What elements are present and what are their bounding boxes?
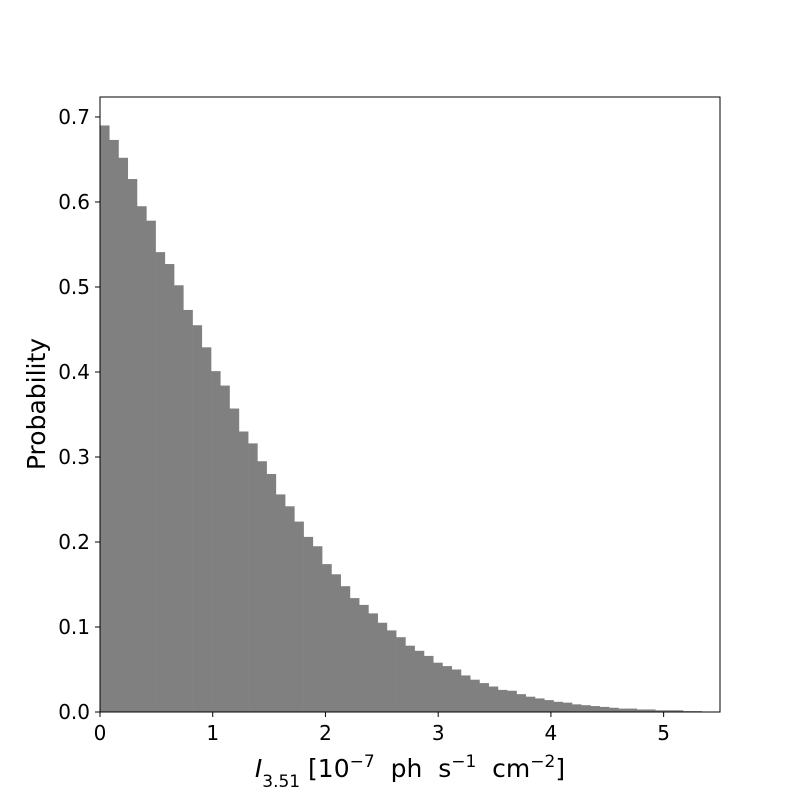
bar: [331, 574, 341, 712]
bar: [655, 710, 665, 712]
bar: [423, 655, 434, 712]
y-tick-label: 0.7: [58, 105, 90, 129]
plot-frame: [99, 96, 721, 713]
bar: [211, 371, 221, 712]
bar: [488, 686, 499, 712]
x-axis-label: I3.51 [10−7 ph s−1 cm−2]: [255, 752, 565, 792]
bar: [127, 179, 138, 713]
bar: [340, 586, 351, 712]
bar: [442, 666, 453, 712]
bar: [377, 622, 388, 712]
x-axis-label-part: I: [255, 754, 262, 783]
bar: [618, 708, 628, 712]
bar: [164, 264, 175, 712]
bar: [525, 696, 536, 712]
bar: [359, 604, 369, 712]
bar: [275, 494, 286, 712]
bar: [460, 675, 471, 712]
x-tick-label: 2: [319, 721, 332, 745]
bar: [118, 157, 129, 712]
bar: [146, 220, 156, 712]
y-tick-label: 0.2: [58, 530, 90, 554]
bar: [609, 707, 619, 712]
bar: [590, 706, 601, 712]
bar: [414, 650, 425, 712]
bar: [248, 443, 258, 712]
bar: [479, 683, 489, 712]
bar: [599, 706, 610, 712]
x-axis-label-part: cm: [476, 754, 530, 783]
bar: [257, 461, 267, 712]
x-tick-label: 1: [206, 721, 219, 745]
bar: [470, 679, 480, 712]
bar: [183, 309, 193, 712]
bar: [100, 125, 110, 713]
bar: [312, 546, 323, 712]
bar: [627, 708, 638, 712]
bar: [201, 347, 212, 712]
bar: [571, 704, 582, 712]
bar: [553, 701, 564, 712]
bar: [192, 325, 203, 712]
bar: [516, 694, 527, 712]
x-axis-label-part: −7: [350, 752, 375, 772]
bar: [562, 702, 573, 712]
x-axis-label-part: ]: [555, 754, 565, 783]
y-axis-label: Probability: [22, 338, 51, 470]
x-tick-label: 4: [545, 721, 558, 745]
bar: [636, 709, 647, 712]
x-axis-label-part: −2: [530, 752, 555, 772]
x-tick-label: 3: [432, 721, 445, 745]
bar: [396, 637, 406, 712]
y-tick-label: 0.0: [58, 700, 90, 724]
bar: [673, 710, 684, 712]
bar: [322, 564, 332, 712]
bar: [220, 385, 230, 712]
bar: [285, 506, 295, 712]
bar: [266, 473, 277, 712]
bar: [405, 645, 415, 712]
x-axis-label-part: −1: [451, 752, 476, 772]
bar: [544, 700, 554, 712]
bar: [535, 698, 545, 712]
y-tick-label: 0.3: [58, 445, 90, 469]
bar: [349, 598, 360, 712]
bar: [174, 285, 184, 712]
y-tick-label: 0.6: [58, 190, 90, 214]
y-tick-label: 0.1: [58, 615, 90, 639]
bar: [664, 710, 675, 712]
bar: [238, 431, 249, 712]
bar: [294, 521, 304, 712]
bar: [368, 613, 378, 712]
bar: [497, 689, 508, 712]
bar: [581, 705, 591, 712]
x-tick-label: 5: [657, 721, 670, 745]
bar: [303, 536, 314, 712]
bar: [136, 206, 147, 713]
bar: [229, 408, 240, 712]
x-tick-label: 0: [94, 721, 107, 745]
y-tick-label: 0.4: [58, 360, 90, 384]
y-tick-label: 0.5: [58, 275, 90, 299]
bar: [386, 630, 397, 712]
bar: [646, 709, 656, 712]
bar: [109, 139, 119, 712]
x-axis-label-part: [10: [300, 754, 350, 783]
bar: [155, 252, 166, 713]
x-axis-label-part: ph s: [375, 754, 452, 783]
bar: [451, 669, 462, 712]
bar: [507, 690, 517, 712]
x-axis-label-part: 3.51: [262, 772, 300, 792]
bar: [433, 662, 443, 712]
